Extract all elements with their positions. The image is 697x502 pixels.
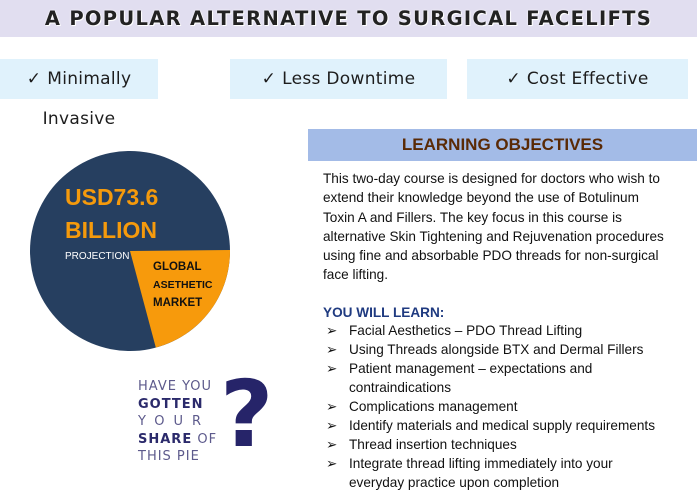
list-item: ➢ Using Threads alongside BTX and Dermal … <box>326 340 697 359</box>
benefit-label: Cost Effective <box>526 69 649 89</box>
check-icon: ✓ <box>26 69 42 89</box>
list-item-text: Using Threads alongside BTX and Dermal F… <box>349 342 644 357</box>
question-mark-icon: ? <box>220 361 274 468</box>
description-line: This two-day course is designed for doct… <box>323 171 660 186</box>
list-item: ➢ Thread insertion techniques <box>326 435 697 454</box>
course-description: This two-day course is designed for doct… <box>323 169 664 285</box>
arrow-bullet-icon: ➢ <box>326 323 338 338</box>
question-line: SHARE <box>138 431 193 447</box>
page-title: A POPULAR ALTERNATIVE TO SURGICAL FACELI… <box>0 0 697 37</box>
arrow-bullet-icon: ➢ <box>326 342 338 357</box>
benefit-label: Less Downtime <box>282 69 416 89</box>
description-line: extend their knowledge beyond the use of… <box>323 190 639 206</box>
benefit-cost-effective: ✓ Cost Effective <box>467 59 688 99</box>
market-pie: USD73.6 BILLION PROJECTION GLOBAL ASETHE… <box>30 151 230 351</box>
check-icon: ✓ <box>261 69 277 89</box>
learning-objectives-heading: LEARNING OBJECTIVES <box>308 129 697 161</box>
description-line: using fine and absorbable PDO threads fo… <box>323 248 659 264</box>
pie-unit: BILLION <box>65 217 157 243</box>
description-line: alternative Skin Tightening and Rejuvena… <box>323 228 664 244</box>
question-line: THIS PIE <box>138 449 200 464</box>
pie-amount: USD73.6 <box>65 184 158 210</box>
list-item-text: Integrate thread lifting immediately int… <box>349 456 613 490</box>
share-of-pie-question: HAVE YOU GOTTEN YOUR SHARE OF THIS PIE <box>138 378 228 466</box>
list-item: ➢ Identify materials and medical supply r… <box>326 416 697 435</box>
slice-label-2: ASETHETIC <box>153 279 213 291</box>
list-item: ➢ Integrate thread lifting immediately in… <box>326 454 656 492</box>
question-line: GOTTEN <box>138 396 204 412</box>
question-line: HAVE YOU <box>138 379 213 394</box>
arrow-bullet-icon: ➢ <box>326 418 338 433</box>
pie-market-slice <box>130 250 230 348</box>
learning-list: ➢ Facial Aesthetics – PDO Thread Lifting … <box>326 321 697 492</box>
benefit-label: Minimally Invasive <box>42 69 132 129</box>
question-line: YOUR <box>138 414 211 429</box>
list-item: ➢ Patient management – expectations and c… <box>326 359 656 397</box>
description-line: Toxin A and Fillers. The key focus in th… <box>323 209 622 225</box>
list-item-text: Complications management <box>349 399 518 414</box>
arrow-bullet-icon: ➢ <box>326 456 338 471</box>
pie-projection: PROJECTION <box>65 251 129 262</box>
arrow-bullet-icon: ➢ <box>326 399 338 414</box>
list-item-text: Patient management – expectations and co… <box>349 361 593 395</box>
question-line: OF <box>197 431 218 447</box>
list-item-text: Facial Aesthetics – PDO Thread Lifting <box>349 323 583 338</box>
benefit-minimally-invasive: ✓ Minimally Invasive <box>0 59 158 129</box>
you-will-learn-heading: YOU WILL LEARN: <box>323 305 445 320</box>
list-item: ➢ Complications management <box>326 397 697 416</box>
list-item-text: Identify materials and medical supply re… <box>349 418 656 433</box>
description-line: face lifting. <box>323 267 388 283</box>
benefit-less-downtime: ✓ Less Downtime <box>230 59 447 99</box>
list-item-text: Thread insertion techniques <box>349 437 517 452</box>
arrow-bullet-icon: ➢ <box>326 437 338 452</box>
arrow-bullet-icon: ➢ <box>326 361 338 376</box>
slice-label-3: MARKET <box>153 297 202 309</box>
list-item: ➢ Facial Aesthetics – PDO Thread Lifting <box>326 321 697 340</box>
slice-label-1: GLOBAL <box>153 261 202 273</box>
check-icon: ✓ <box>506 69 521 89</box>
